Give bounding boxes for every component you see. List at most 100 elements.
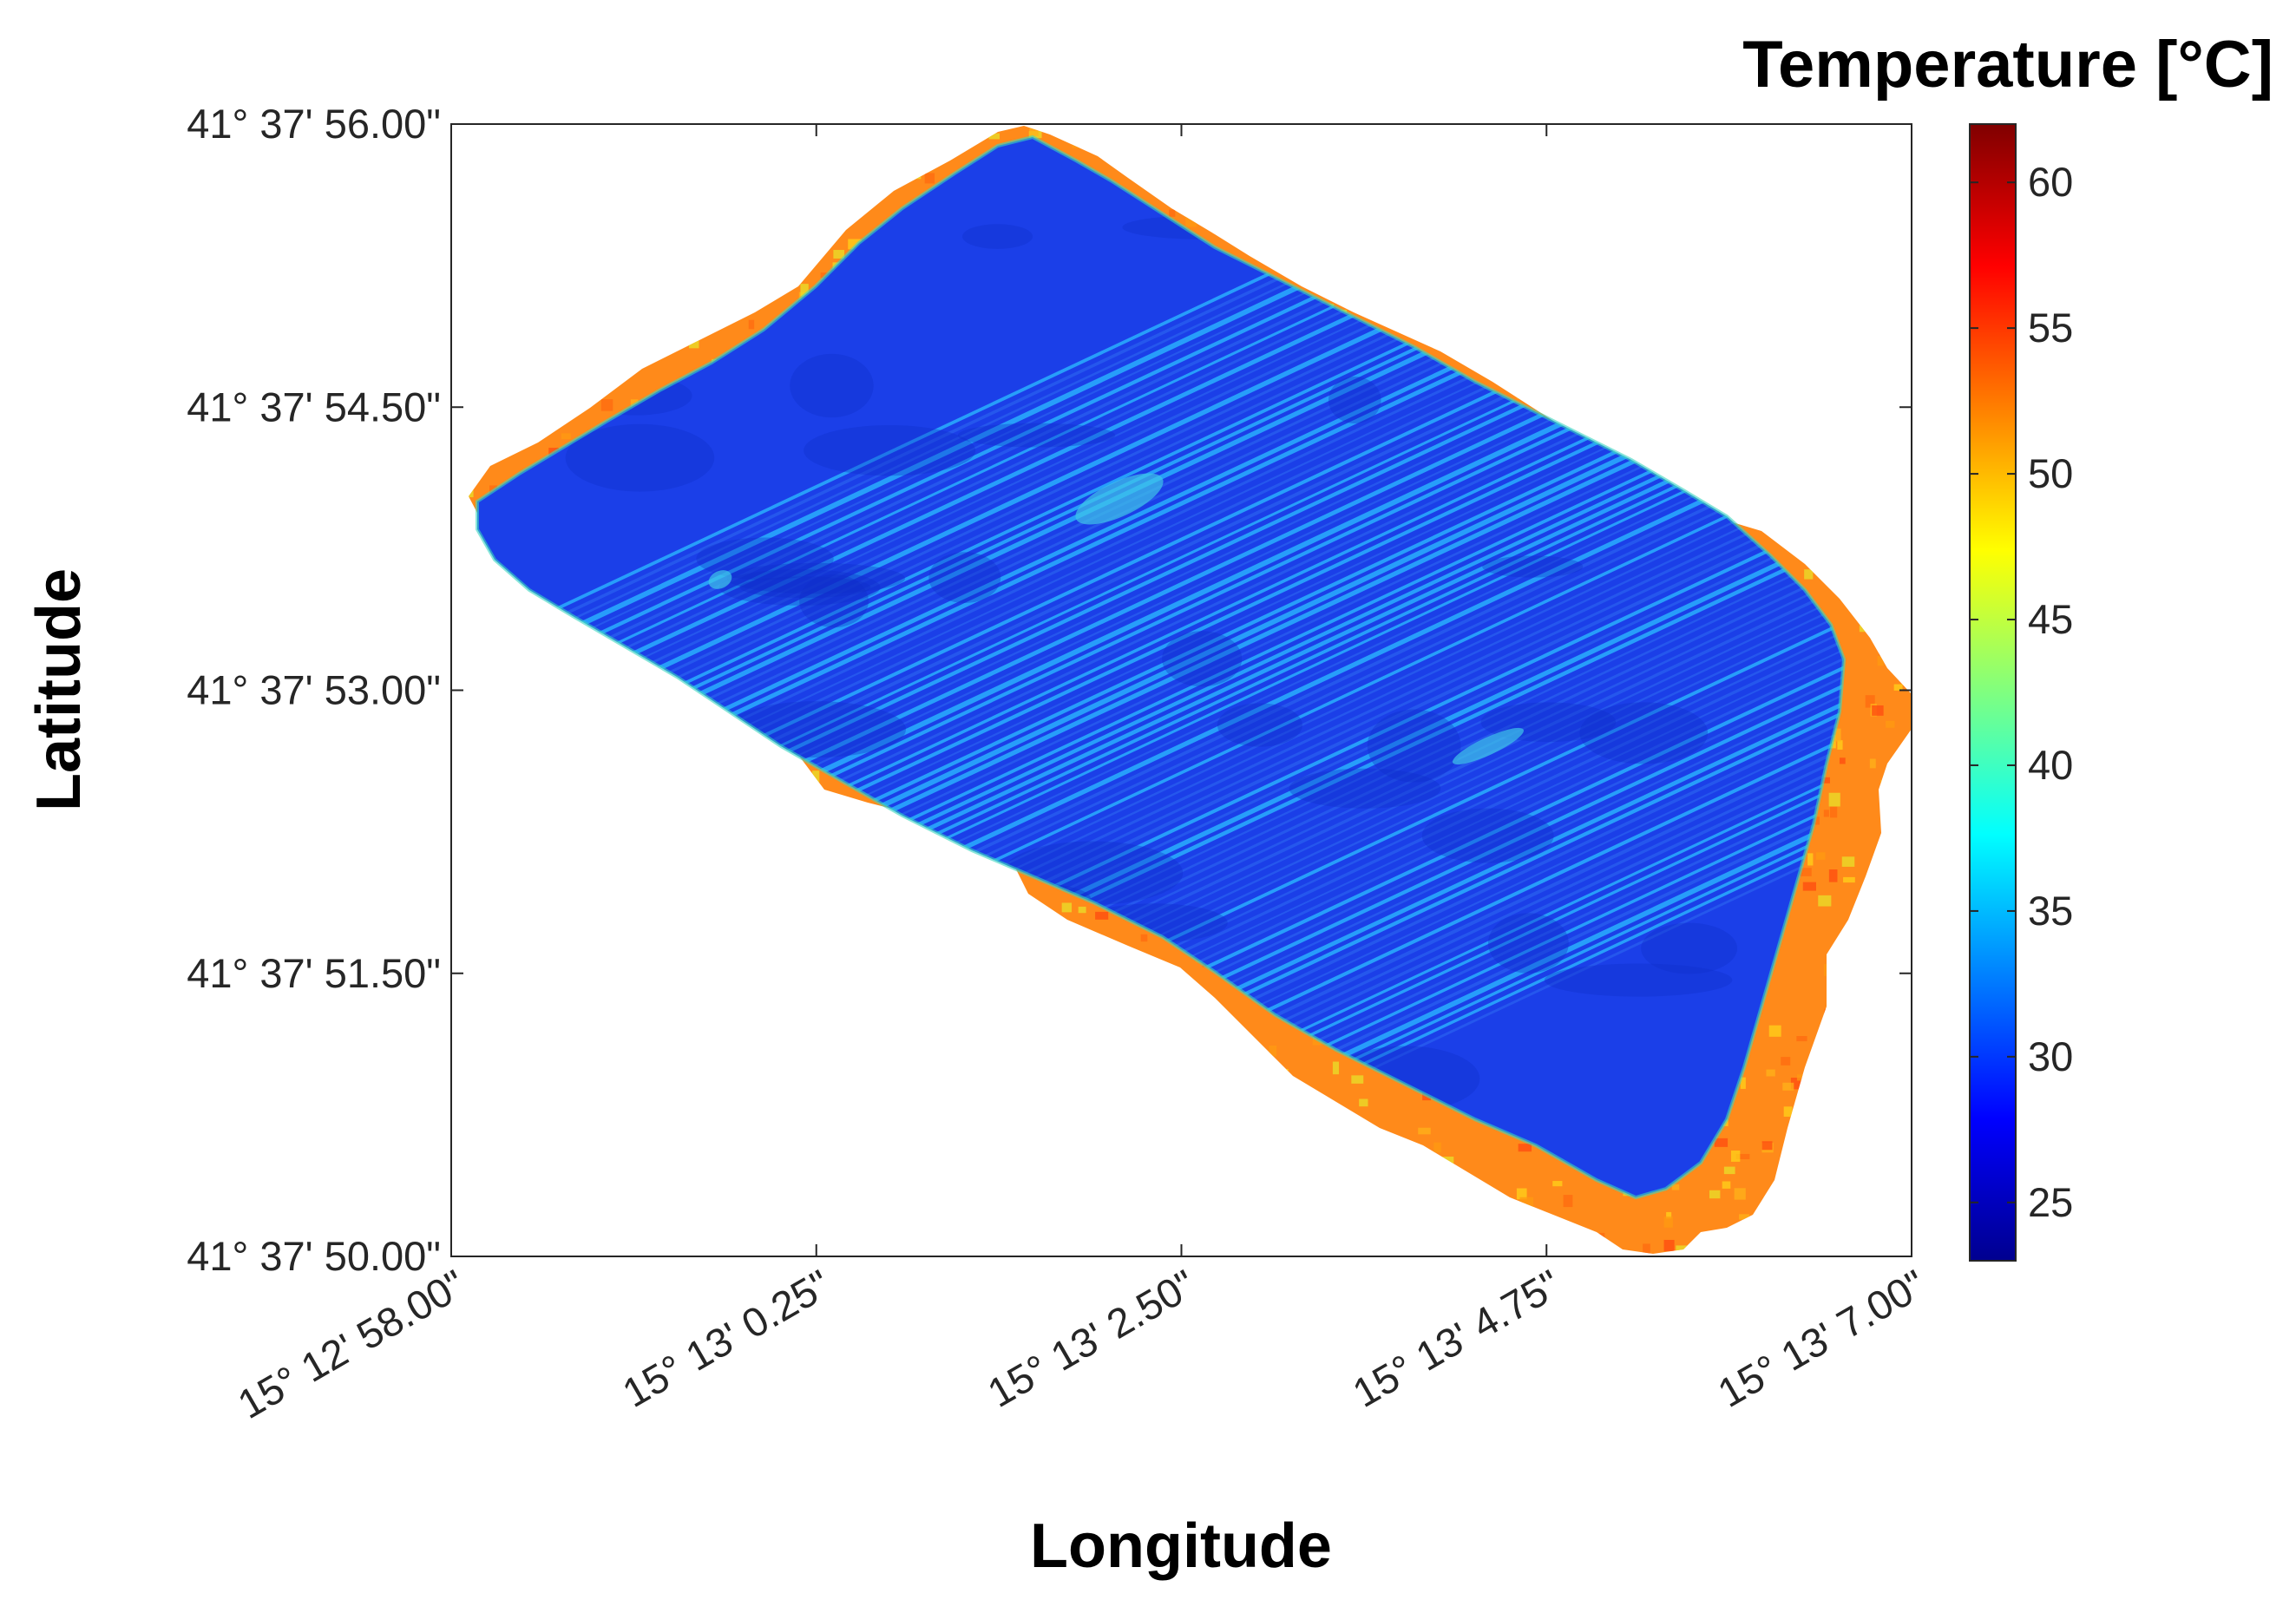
heat-speckle	[1518, 1144, 1532, 1152]
crop-row-stripe	[477, 137, 1844, 1197]
heat-speckle	[1865, 695, 1875, 708]
crop-row-stripe	[477, 137, 1764, 1197]
y-axis: 41° 37' 56.00" 41° 37' 54.50" 41° 37' 53.0…	[187, 101, 1912, 1279]
heat-speckle	[1843, 876, 1855, 883]
heat-speckle	[924, 173, 935, 184]
heat-speckle	[1663, 1216, 1673, 1228]
heat-speckle	[1516, 1188, 1527, 1200]
heat-speckle	[1433, 1142, 1441, 1153]
heat-speckle	[1915, 679, 1924, 690]
crop-row-stripe	[477, 137, 1744, 1197]
heat-speckle	[1739, 1214, 1750, 1220]
colorbar-tick-label: 50	[2028, 450, 2073, 496]
heat-speckle	[1552, 1181, 1563, 1187]
heat-speckle	[1912, 349, 1919, 360]
heat-speckle	[1800, 868, 1812, 876]
crop-row-stripe	[477, 137, 1844, 1197]
heat-speckle	[1913, 333, 1919, 341]
crop-row-stripe	[477, 137, 1844, 1197]
y-tick-label: 41° 37' 56.00"	[187, 101, 441, 147]
heat-speckle	[1723, 1166, 1735, 1175]
cool-patch	[1482, 555, 1584, 578]
heat-speckle	[1269, 1045, 1277, 1057]
heat-speckle	[1078, 906, 1086, 914]
heat-speckle	[800, 284, 809, 297]
heat-speckle	[812, 770, 820, 784]
heat-speckle	[1877, 655, 1884, 666]
heat-speckle	[600, 399, 613, 411]
heat-speckle	[1351, 1075, 1364, 1084]
cool-patch	[1328, 377, 1381, 423]
colorbar-tick-label: 60	[2028, 159, 2073, 205]
heat-speckle	[1746, 1257, 1759, 1269]
y-tick-label: 41° 37' 54.50"	[187, 384, 441, 430]
heat-speckle	[1029, 127, 1039, 136]
cool-patch	[696, 537, 834, 580]
heat-speckle	[1643, 1243, 1650, 1254]
cool-patch	[565, 423, 715, 492]
crop-row-stripe	[477, 137, 1844, 1197]
cool-patch	[1217, 703, 1302, 747]
crop-row-stripe	[477, 137, 1844, 1197]
colorbar-tick-label: 40	[2028, 742, 2073, 788]
colorbar-tick-label: 35	[2028, 888, 2073, 934]
crop-row-stripe	[477, 137, 1844, 1197]
heat-speckle	[1332, 1061, 1340, 1075]
heat-speckle	[1782, 1082, 1794, 1091]
heat-speckle	[1807, 853, 1814, 866]
heat-speckle	[1914, 1235, 1920, 1243]
heat-speckle	[1249, 1256, 1255, 1269]
cool-patch	[1487, 913, 1569, 974]
x-tick-label: 15° 13' 2.50"	[980, 1261, 1203, 1416]
heat-speckle	[1359, 1098, 1368, 1107]
crop-row-stripe	[477, 137, 1844, 1197]
y-tick-label: 41° 37' 53.00"	[187, 667, 441, 713]
cool-patch	[1162, 631, 1243, 687]
heat-speckle	[1714, 1138, 1729, 1147]
crop-row-stripe	[477, 137, 1844, 1197]
heat-speckle	[1761, 1141, 1773, 1151]
crop-row-stripe	[477, 137, 1844, 1197]
heat-speckle	[833, 250, 845, 259]
heat-speckle	[1872, 705, 1884, 716]
field-transition-edge	[476, 134, 1847, 1200]
x-axis-title: Longitude	[1030, 1511, 1332, 1581]
heat-speckle	[1837, 740, 1843, 750]
heat-speckle	[1666, 1211, 1672, 1219]
colorbar-gradient	[1969, 123, 2017, 1262]
heat-speckle	[1917, 423, 1927, 431]
heat-speckle	[1676, 1245, 1688, 1254]
crop-row-stripe	[477, 137, 1844, 1197]
heat-speckle	[1816, 852, 1826, 860]
y-tick-label: 41° 37' 50.00"	[187, 1233, 441, 1279]
x-tick-label: 15° 12' 58.00"	[230, 1261, 473, 1427]
crop-row-stripe	[477, 137, 1669, 1197]
x-tick-label: 15° 13' 4.75"	[1345, 1261, 1568, 1416]
colorbar-title: Temperature [°C]	[1742, 28, 2273, 102]
crop-row-stripe	[477, 137, 1844, 1197]
crop-row-stripe	[477, 137, 1844, 1197]
heat-speckle	[1869, 758, 1876, 769]
y-tick-label: 41° 37' 51.50"	[187, 950, 441, 996]
heat-speckle	[1061, 902, 1073, 913]
crop-row-stripe	[477, 137, 1844, 1197]
cool-patch	[739, 576, 871, 599]
heat-speckle	[1823, 810, 1829, 817]
crop-row-stripe	[477, 137, 1844, 1197]
warm-spot	[1075, 473, 1164, 525]
crop-row-stripe	[477, 137, 1844, 1197]
heat-speckle	[1839, 757, 1846, 764]
heatmap-field	[469, 126, 1927, 1269]
heat-speckle	[1740, 1077, 1746, 1089]
heat-speckle	[1734, 1188, 1746, 1200]
cool-patch	[718, 569, 881, 606]
heat-speckle	[1802, 882, 1816, 891]
crop-row-stripe	[477, 137, 1844, 1197]
crop-row-stripe	[477, 137, 1688, 1197]
y-axis-title: Latitude	[24, 568, 94, 811]
crop-row-stripe	[477, 137, 1844, 1197]
colorbar: 25 30 35 40 45 50 55 60 Temperature [°C]	[1742, 28, 2273, 1262]
crop-row-stripe	[477, 137, 1844, 1197]
crop-row-stripe	[477, 137, 1844, 1197]
